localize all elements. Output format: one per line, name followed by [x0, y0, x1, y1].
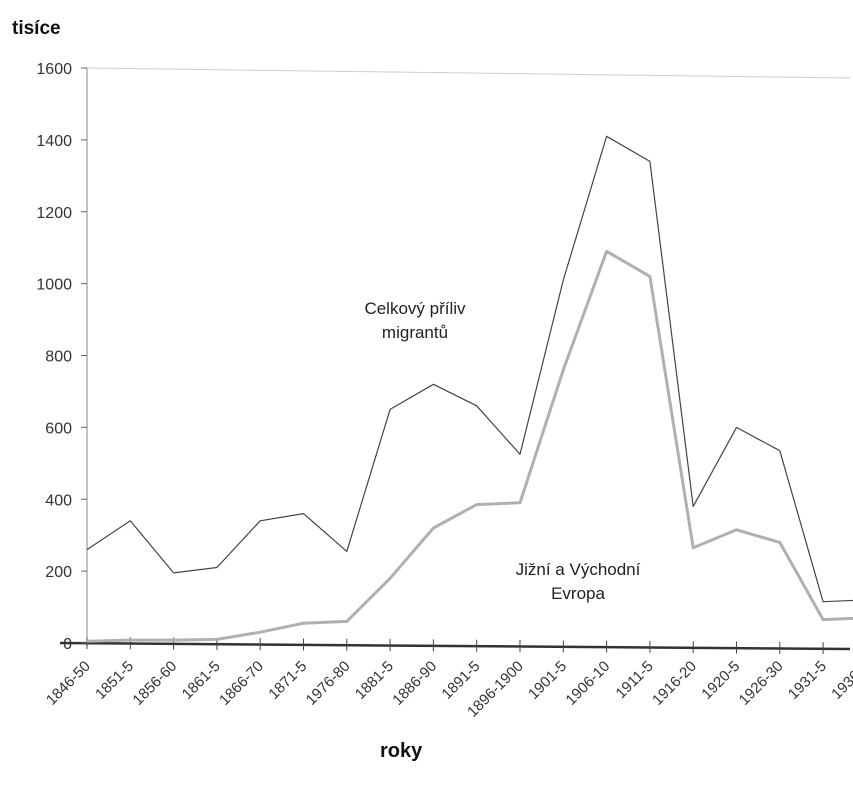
x-tick-label: 1916-20	[649, 658, 700, 709]
x-tick-label: 1846-50	[43, 658, 94, 709]
annotation-south-east-europe: Jižní a Východní Evropa	[478, 558, 678, 606]
chart-series	[86, 135, 853, 643]
series-line-total-migrants	[86, 135, 853, 603]
annotation-line: Jižní a Východní	[515, 560, 641, 579]
x-tick-label: 1931-5	[785, 658, 830, 703]
chart-axes	[59, 67, 851, 651]
y-axis-title: tisíce	[12, 18, 61, 39]
x-tick-label: 1856-60	[129, 658, 180, 709]
x-tick-label: 1866-70	[216, 658, 267, 709]
annotation-line: Evropa	[551, 584, 605, 603]
x-axis-title: roky	[380, 740, 423, 762]
y-tick-label: 400	[45, 492, 72, 509]
annotation-line: migrantů	[381, 323, 449, 342]
y-tick-label: 600	[45, 420, 72, 437]
annotation-line: Celkový příliv	[364, 299, 466, 318]
y-tick-label: 200	[45, 564, 72, 581]
y-tick-label: 1000	[36, 277, 72, 294]
x-tick-label: 1886-90	[389, 658, 440, 709]
y-tick-label: 1600	[36, 61, 72, 78]
y-tick-label: 800	[45, 349, 72, 366]
x-tick-label: 1936-9	[828, 658, 853, 703]
annotation-total-migrants: Celkový příliv migrantů	[345, 297, 485, 345]
x-tick-label: 1976-80	[303, 658, 354, 709]
top-border-line	[86, 67, 851, 79]
x-axis-line	[59, 641, 851, 651]
x-tick-label: 1906-10	[562, 658, 613, 709]
y-tick-label: 1200	[36, 205, 72, 222]
series-line-south-east-europe	[86, 249, 853, 643]
y-tick-label: 1400	[36, 133, 72, 150]
y-axis-ticks: 0 200 400 600 800 1000 1200 1400 1600	[36, 61, 87, 653]
y-tick-label: 0	[63, 636, 72, 653]
x-axis-ticks: 1846-501851-51856-601861-51866-701871-51…	[43, 637, 853, 721]
x-tick-label: 1926-30	[736, 658, 787, 709]
